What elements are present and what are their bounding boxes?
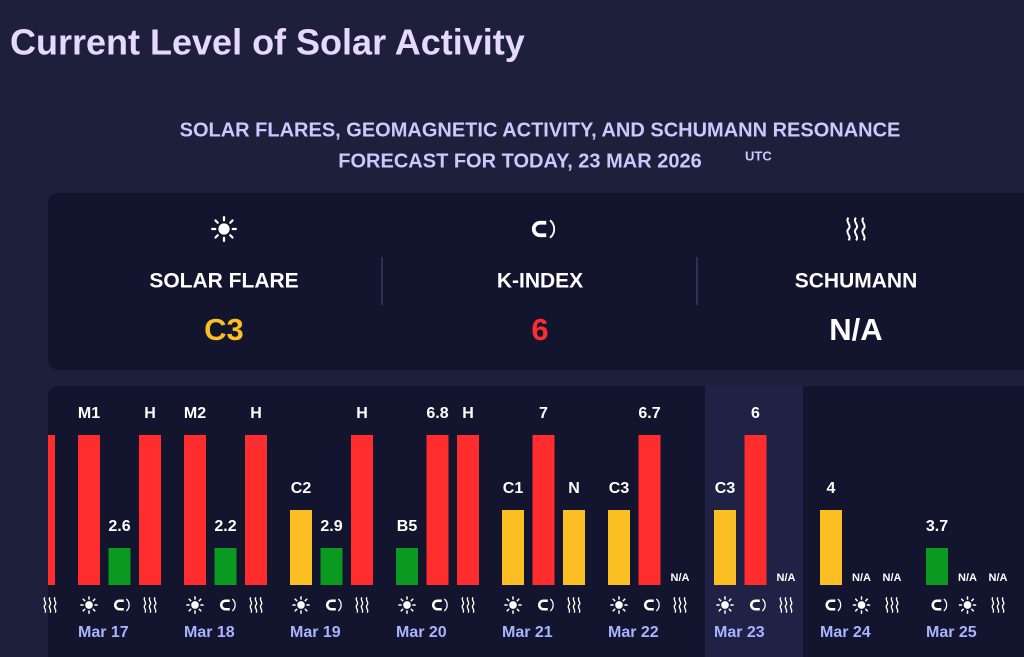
date-label: Mar 20 — [396, 624, 447, 641]
bar-label: 3.7 — [926, 518, 948, 535]
bar-label: 2.6 — [108, 518, 130, 535]
bar-label: C2 — [291, 480, 312, 497]
bar-label: N/A — [777, 572, 796, 584]
partial-bar — [48, 435, 55, 585]
bar-label: 6.8 — [426, 405, 448, 422]
date-label: Mar 23 — [714, 624, 765, 641]
level-bar — [396, 548, 418, 585]
level-bar — [563, 510, 585, 585]
level-bar — [502, 510, 524, 585]
icon-sun — [716, 596, 734, 614]
level-bar — [820, 510, 842, 585]
icon-sun — [398, 596, 416, 614]
icon-sun — [186, 596, 204, 614]
bar-label: 7 — [539, 405, 548, 422]
card-label: SOLAR FLARE — [149, 270, 298, 293]
timezone: UTC — [745, 148, 772, 163]
bar-label: H — [250, 405, 262, 422]
icon-sun — [80, 596, 98, 614]
level-bar — [108, 548, 131, 585]
level-bar — [638, 435, 661, 585]
level-bar — [351, 435, 373, 585]
date-label: Mar 18 — [184, 624, 235, 641]
bar-label: C1 — [503, 480, 524, 497]
bar-label: N/A — [671, 572, 690, 584]
date-label: Mar 17 — [78, 624, 129, 641]
card-value: N/A — [829, 312, 882, 347]
level-bar — [532, 435, 555, 585]
date-label: Mar 22 — [608, 624, 659, 641]
bar-label: H — [144, 405, 156, 422]
level-bar — [320, 548, 343, 585]
date-label: Mar 19 — [290, 624, 341, 641]
bar-label: 6.7 — [638, 405, 660, 422]
icon-sun — [958, 596, 977, 614]
subtitle: FORECAST FOR TODAY, 23 MAR 2026 — [338, 150, 701, 172]
card-value: C3 — [204, 312, 244, 347]
bar-label: M1 — [78, 405, 100, 422]
bar-label: M2 — [184, 405, 206, 422]
date-label: Mar 21 — [502, 624, 553, 641]
icon-sun — [292, 596, 310, 614]
bar-label: N/A — [989, 572, 1008, 584]
bar-label: B5 — [397, 518, 418, 535]
card-value: 6 — [531, 312, 548, 347]
icon-sun — [610, 596, 628, 614]
level-bar — [714, 510, 736, 585]
card-label: K-INDEX — [497, 270, 583, 293]
level-bar — [214, 548, 237, 585]
bar-label: H — [462, 405, 474, 422]
subtitle: SOLAR FLARES, GEOMAGNETIC ACTIVITY, AND … — [180, 119, 901, 141]
level-bar — [426, 435, 449, 585]
level-bar — [78, 435, 100, 585]
level-bar — [184, 435, 206, 585]
bar-label: 2.9 — [320, 518, 342, 535]
page-title: Current Level of Solar Activity — [10, 22, 525, 63]
bar-label: C3 — [715, 480, 736, 497]
bar-label: N/A — [883, 572, 902, 584]
bar-label: N/A — [958, 572, 977, 584]
bar-label: 2.2 — [214, 518, 236, 535]
card-label: SCHUMANN — [795, 270, 918, 293]
level-bar — [744, 435, 767, 585]
level-bar — [608, 510, 630, 585]
icon-sun — [504, 596, 522, 614]
bar-label: H — [356, 405, 368, 422]
icon-sun — [852, 596, 871, 614]
level-bar — [139, 435, 161, 585]
summary-card — [48, 193, 1024, 370]
bar-label: 6 — [751, 405, 760, 422]
level-bar — [245, 435, 267, 585]
level-bar — [457, 435, 479, 585]
icon-sun — [211, 216, 237, 242]
bar-label: N — [568, 480, 580, 497]
level-bar — [926, 548, 948, 585]
bar-label: C3 — [609, 480, 630, 497]
level-bar — [290, 510, 312, 585]
date-label: Mar 25 — [926, 624, 977, 641]
date-label: Mar 24 — [820, 624, 871, 641]
bar-label: N/A — [852, 572, 871, 584]
bar-label: 4 — [827, 480, 836, 497]
